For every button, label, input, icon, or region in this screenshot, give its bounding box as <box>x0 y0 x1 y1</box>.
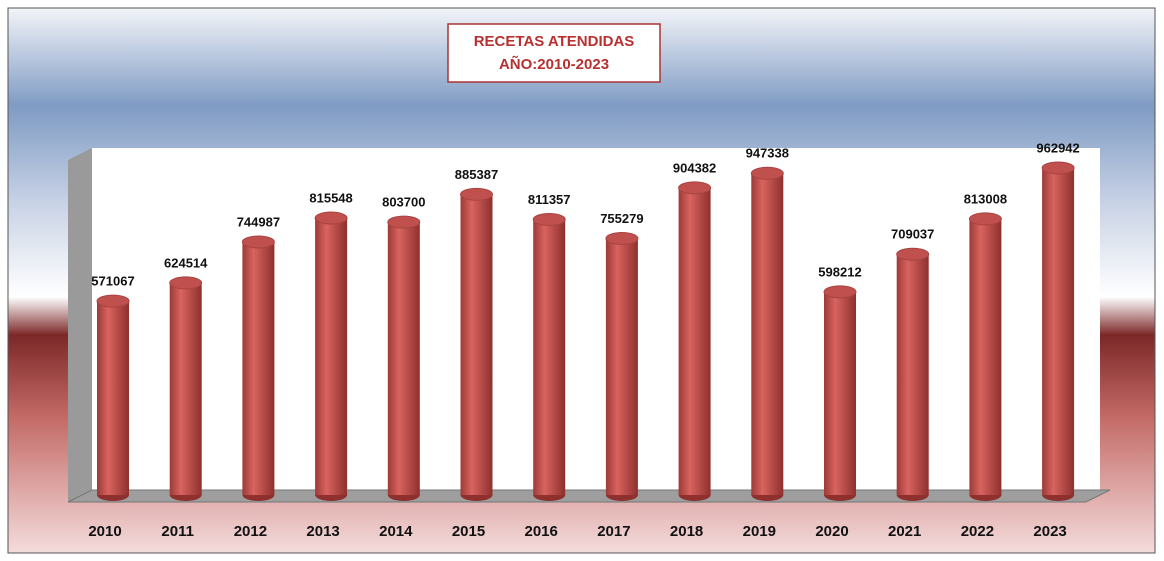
data-label: 947338 <box>746 146 789 161</box>
bar-top <box>532 212 566 226</box>
x-tick-label: 2023 <box>1033 523 1066 540</box>
bar-top <box>96 294 130 308</box>
bar <box>969 218 1002 496</box>
data-label: 744987 <box>237 214 280 229</box>
bar <box>387 222 420 495</box>
bar-top <box>896 247 930 261</box>
data-label: 962942 <box>1036 140 1079 155</box>
x-tick-label: 2021 <box>888 523 921 540</box>
bar <box>533 219 566 495</box>
bar <box>678 187 711 496</box>
bar <box>824 291 856 495</box>
x-tick-label: 2017 <box>597 523 630 540</box>
bar-top <box>750 166 784 180</box>
data-label: 709037 <box>891 227 934 242</box>
bar <box>460 194 493 495</box>
x-tick-label: 2013 <box>306 523 339 540</box>
x-tick-label: 2016 <box>525 523 558 540</box>
data-label: 803700 <box>382 195 425 210</box>
bar-top <box>968 212 1002 226</box>
bar <box>896 254 929 495</box>
chart-title: RECETAS ATENDIDAS <box>474 33 635 50</box>
bar <box>242 242 275 495</box>
x-tick-label: 2018 <box>670 523 703 540</box>
bar <box>605 238 638 495</box>
bar-top <box>314 211 348 225</box>
bar-top <box>678 181 712 195</box>
x-tick-label: 2012 <box>234 523 267 540</box>
bar-top <box>387 215 421 229</box>
data-label: 755279 <box>600 211 643 226</box>
bar-top <box>605 232 639 246</box>
title-box <box>447 23 661 83</box>
x-tick-label: 2020 <box>815 523 848 540</box>
bar <box>1042 168 1075 495</box>
data-label: 815548 <box>309 190 352 205</box>
data-label: 904382 <box>673 160 716 175</box>
x-tick-label: 2010 <box>88 523 121 540</box>
bar-top <box>1041 161 1075 175</box>
x-tick-label: 2011 <box>161 523 194 540</box>
x-tick-label: 2014 <box>379 523 413 540</box>
floor <box>67 489 1111 503</box>
bar-top <box>460 187 493 201</box>
bar <box>97 301 129 495</box>
x-tick-label: 2015 <box>452 523 485 540</box>
bar-top <box>823 285 857 299</box>
x-tick-label: 2019 <box>743 523 776 540</box>
bar-top <box>241 235 275 249</box>
data-label: 624514 <box>164 255 208 270</box>
data-label: 811357 <box>528 192 571 207</box>
data-label: 598212 <box>818 264 861 279</box>
chart-subtitle: AÑO:2010-2023 <box>499 55 609 73</box>
bar <box>315 218 348 496</box>
bar <box>169 282 202 495</box>
x-tick-label: 2022 <box>961 523 994 540</box>
data-label: 813008 <box>964 191 1007 206</box>
bar <box>751 173 784 495</box>
bar-top <box>169 276 203 290</box>
data-label: 571067 <box>91 274 134 289</box>
data-label: 885387 <box>455 167 498 182</box>
side-wall <box>68 148 92 502</box>
